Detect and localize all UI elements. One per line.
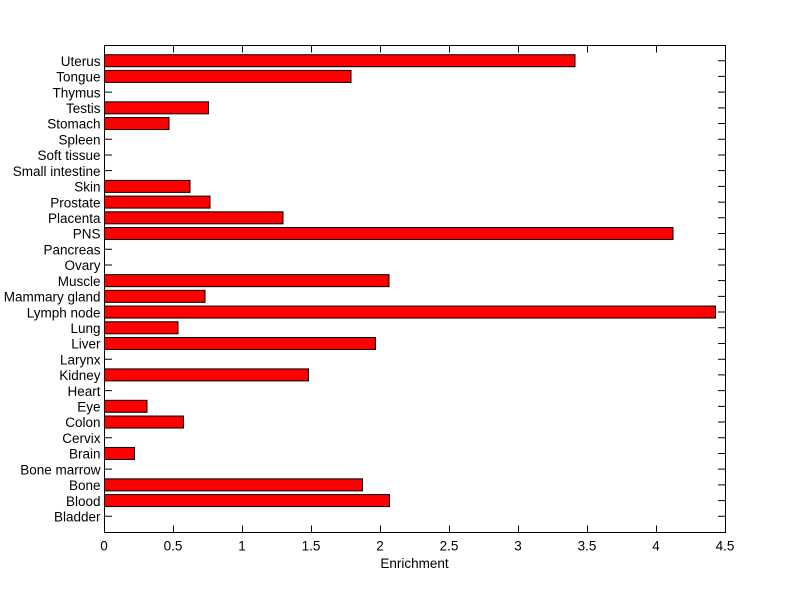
svg-text:Stomach: Stomach xyxy=(47,117,100,132)
svg-text:Muscle: Muscle xyxy=(58,274,101,289)
svg-text:Ovary: Ovary xyxy=(64,258,100,273)
svg-text:2: 2 xyxy=(376,539,384,554)
svg-text:Soft tissue: Soft tissue xyxy=(37,148,100,163)
svg-text:1: 1 xyxy=(238,539,246,554)
svg-text:PNS: PNS xyxy=(73,227,101,242)
svg-text:Eye: Eye xyxy=(77,400,100,415)
svg-text:Testis: Testis xyxy=(66,101,101,116)
svg-text:Bone: Bone xyxy=(69,478,101,493)
svg-text:Kidney: Kidney xyxy=(59,368,101,383)
svg-text:Prostate: Prostate xyxy=(50,195,100,210)
svg-text:4.5: 4.5 xyxy=(716,539,735,554)
svg-text:Heart: Heart xyxy=(67,384,100,399)
svg-text:Bladder: Bladder xyxy=(54,510,101,525)
svg-text:3: 3 xyxy=(514,539,522,554)
svg-text:3.5: 3.5 xyxy=(578,539,597,554)
svg-text:Cervix: Cervix xyxy=(62,431,101,446)
svg-text:Blood: Blood xyxy=(66,494,101,509)
svg-text:Colon: Colon xyxy=(65,415,100,430)
svg-text:Lymph node: Lymph node xyxy=(27,305,101,320)
svg-text:2.5: 2.5 xyxy=(440,539,459,554)
svg-text:Brain: Brain xyxy=(69,447,101,462)
svg-text:Thymus: Thymus xyxy=(52,85,100,100)
svg-text:Tongue: Tongue xyxy=(56,70,100,85)
svg-text:Lung: Lung xyxy=(70,321,100,336)
svg-text:1.5: 1.5 xyxy=(302,539,321,554)
svg-text:Small intestine: Small intestine xyxy=(13,164,101,179)
svg-text:0: 0 xyxy=(100,539,108,554)
svg-text:Pancreas: Pancreas xyxy=(43,242,100,257)
svg-text:4: 4 xyxy=(652,539,660,554)
svg-text:0.5: 0.5 xyxy=(164,539,183,554)
svg-text:Uterus: Uterus xyxy=(61,54,101,69)
svg-text:Spleen: Spleen xyxy=(58,133,100,148)
svg-text:Bone marrow: Bone marrow xyxy=(20,462,101,477)
svg-text:Larynx: Larynx xyxy=(60,352,101,367)
svg-text:Mammary gland: Mammary gland xyxy=(4,290,101,305)
svg-text:Liver: Liver xyxy=(71,337,101,352)
svg-text:Skin: Skin xyxy=(74,180,100,195)
svg-text:Placenta: Placenta xyxy=(48,211,101,226)
svg-text:Enrichment: Enrichment xyxy=(380,556,449,571)
